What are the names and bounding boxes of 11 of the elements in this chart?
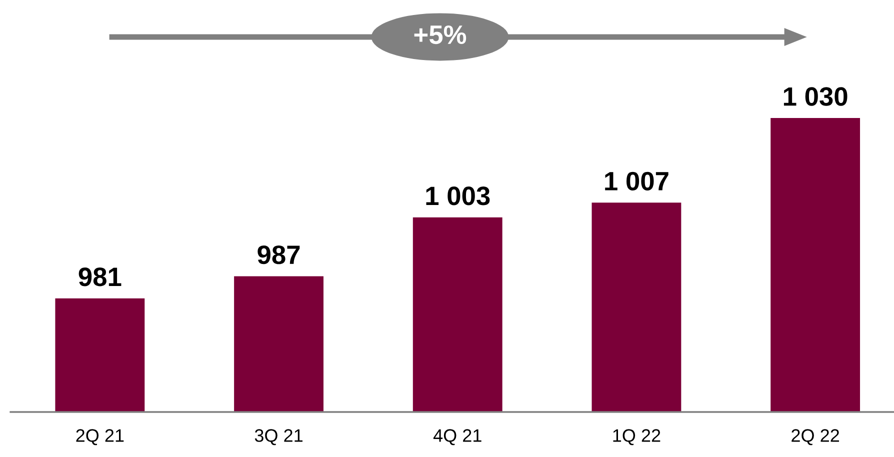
text: +5% (414, 25, 466, 44)
data-label: 1 003 (426, 186, 490, 206)
data-label: 1 030 (784, 87, 848, 106)
x-tick-label: 2Q 22 (792, 429, 839, 446)
x-tick-label: 3Q 21 (254, 429, 302, 446)
data-label: 981 (78, 268, 122, 286)
data-label: 987 (258, 245, 300, 264)
data-label: 1 007 (605, 172, 668, 191)
x-tick-label: 2Q 21 (76, 429, 124, 446)
x-tick-label: 4Q 21 (433, 429, 482, 446)
x-tick-label: 1Q 22 (613, 429, 660, 446)
